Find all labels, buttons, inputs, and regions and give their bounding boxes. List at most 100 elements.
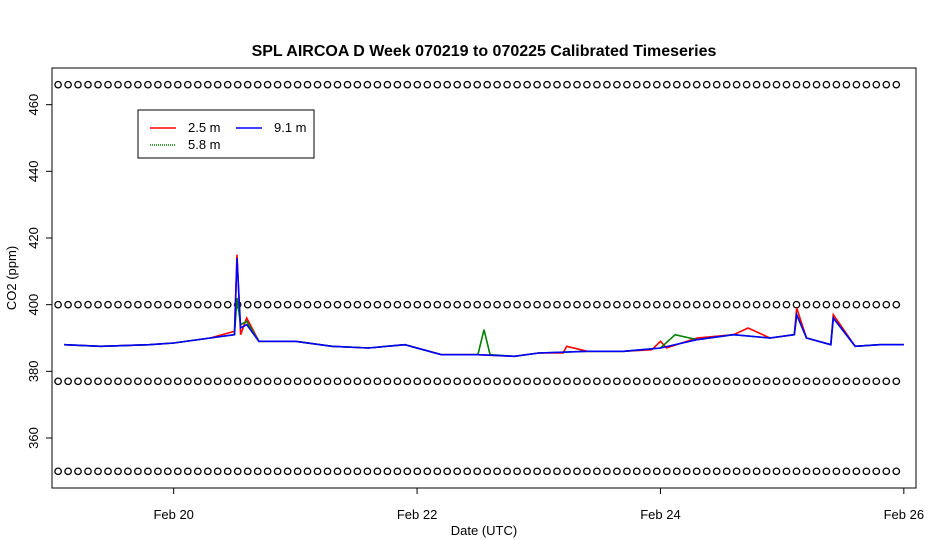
reference-marker — [752, 300, 761, 309]
reference-marker — [732, 80, 741, 89]
reference-marker — [652, 467, 661, 476]
x-axis-label: Date (UTC) — [451, 523, 517, 538]
reference-marker — [134, 377, 142, 386]
reference-marker — [433, 467, 442, 476]
reference-marker — [253, 467, 262, 476]
reference-marker — [193, 377, 202, 386]
reference-marker — [822, 467, 831, 476]
reference-marker — [273, 377, 282, 386]
reference-marker — [812, 377, 821, 386]
reference-marker — [443, 377, 452, 386]
reference-marker — [543, 377, 551, 386]
reference-marker — [313, 467, 322, 476]
reference-marker — [134, 467, 142, 476]
reference-marker — [144, 467, 152, 476]
reference-marker — [682, 377, 691, 386]
legend-label-5-8m: 5.8 m — [188, 137, 221, 152]
series-line-2-5-m — [64, 254, 904, 358]
reference-marker — [423, 300, 432, 309]
reference-marker — [263, 300, 272, 309]
reference-marker — [892, 467, 901, 476]
reference-marker — [263, 80, 272, 89]
reference-marker — [193, 300, 202, 309]
reference-marker — [343, 300, 352, 309]
reference-marker — [792, 80, 801, 89]
reference-marker — [603, 300, 611, 309]
series-line-9-1-m — [64, 257, 904, 358]
reference-marker — [373, 80, 382, 89]
reference-marker — [144, 300, 152, 309]
reference-marker — [353, 467, 362, 476]
reference-marker — [183, 300, 192, 309]
reference-marker — [293, 80, 302, 89]
reference-marker — [263, 467, 272, 476]
reference-marker — [792, 377, 801, 386]
reference-marker — [293, 467, 302, 476]
reference-marker — [772, 467, 781, 476]
reference-marker — [573, 467, 581, 476]
reference-marker — [872, 300, 881, 309]
reference-marker — [792, 300, 801, 309]
reference-marker — [134, 80, 142, 89]
reference-marker — [553, 377, 561, 386]
x-tick-label: Feb 22 — [397, 507, 437, 522]
reference-marker — [303, 80, 312, 89]
x-axis: Feb 20 Feb 22 Feb 24 Feb 26 — [153, 488, 924, 522]
reference-marker — [203, 300, 212, 309]
reference-marker — [473, 467, 482, 476]
reference-marker — [862, 300, 871, 309]
reference-marker — [173, 377, 182, 386]
reference-marker — [862, 80, 871, 89]
reference-marker — [503, 80, 511, 89]
reference-marker — [802, 377, 811, 386]
reference-marker — [712, 80, 721, 89]
reference-marker — [154, 377, 162, 386]
reference-marker — [203, 467, 212, 476]
reference-marker — [613, 300, 621, 309]
reference-marker — [363, 377, 372, 386]
reference-marker — [772, 80, 781, 89]
reference-marker — [702, 467, 711, 476]
reference-marker — [772, 300, 781, 309]
reference-marker — [363, 467, 372, 476]
reference-marker — [423, 377, 432, 386]
reference-marker — [732, 300, 741, 309]
y-tick-label: 400 — [26, 294, 41, 316]
reference-marker — [583, 467, 591, 476]
reference-marker — [233, 467, 242, 476]
reference-marker — [104, 377, 112, 386]
reference-marker — [792, 467, 801, 476]
reference-marker — [812, 467, 821, 476]
reference-marker — [613, 467, 621, 476]
reference-marker — [243, 300, 252, 309]
reference-marker — [253, 377, 262, 386]
reference-marker — [193, 467, 202, 476]
reference-marker — [253, 80, 262, 89]
reference-marker — [413, 300, 422, 309]
reference-marker — [593, 467, 601, 476]
reference-marker — [862, 377, 871, 386]
reference-marker — [493, 80, 501, 89]
reference-marker — [782, 80, 791, 89]
reference-marker — [473, 377, 482, 386]
reference-marker — [373, 300, 382, 309]
reference-marker — [433, 377, 442, 386]
reference-marker — [243, 80, 252, 89]
reference-marker — [383, 80, 392, 89]
plot-frame — [51, 67, 917, 489]
reference-marker — [94, 377, 102, 386]
reference-marker — [84, 377, 92, 386]
reference-marker — [832, 377, 841, 386]
reference-marker — [832, 300, 841, 309]
chart-title: SPL AIRCOA D Week 070219 to 070225 Calib… — [252, 43, 717, 60]
reference-marker — [503, 300, 511, 309]
reference-marker — [154, 467, 162, 476]
reference-marker — [84, 80, 92, 89]
reference-marker — [742, 300, 751, 309]
reference-marker — [533, 467, 541, 476]
reference-marker — [513, 467, 521, 476]
reference-marker — [852, 467, 861, 476]
reference-marker — [812, 80, 821, 89]
reference-marker — [802, 467, 811, 476]
reference-marker — [293, 377, 302, 386]
